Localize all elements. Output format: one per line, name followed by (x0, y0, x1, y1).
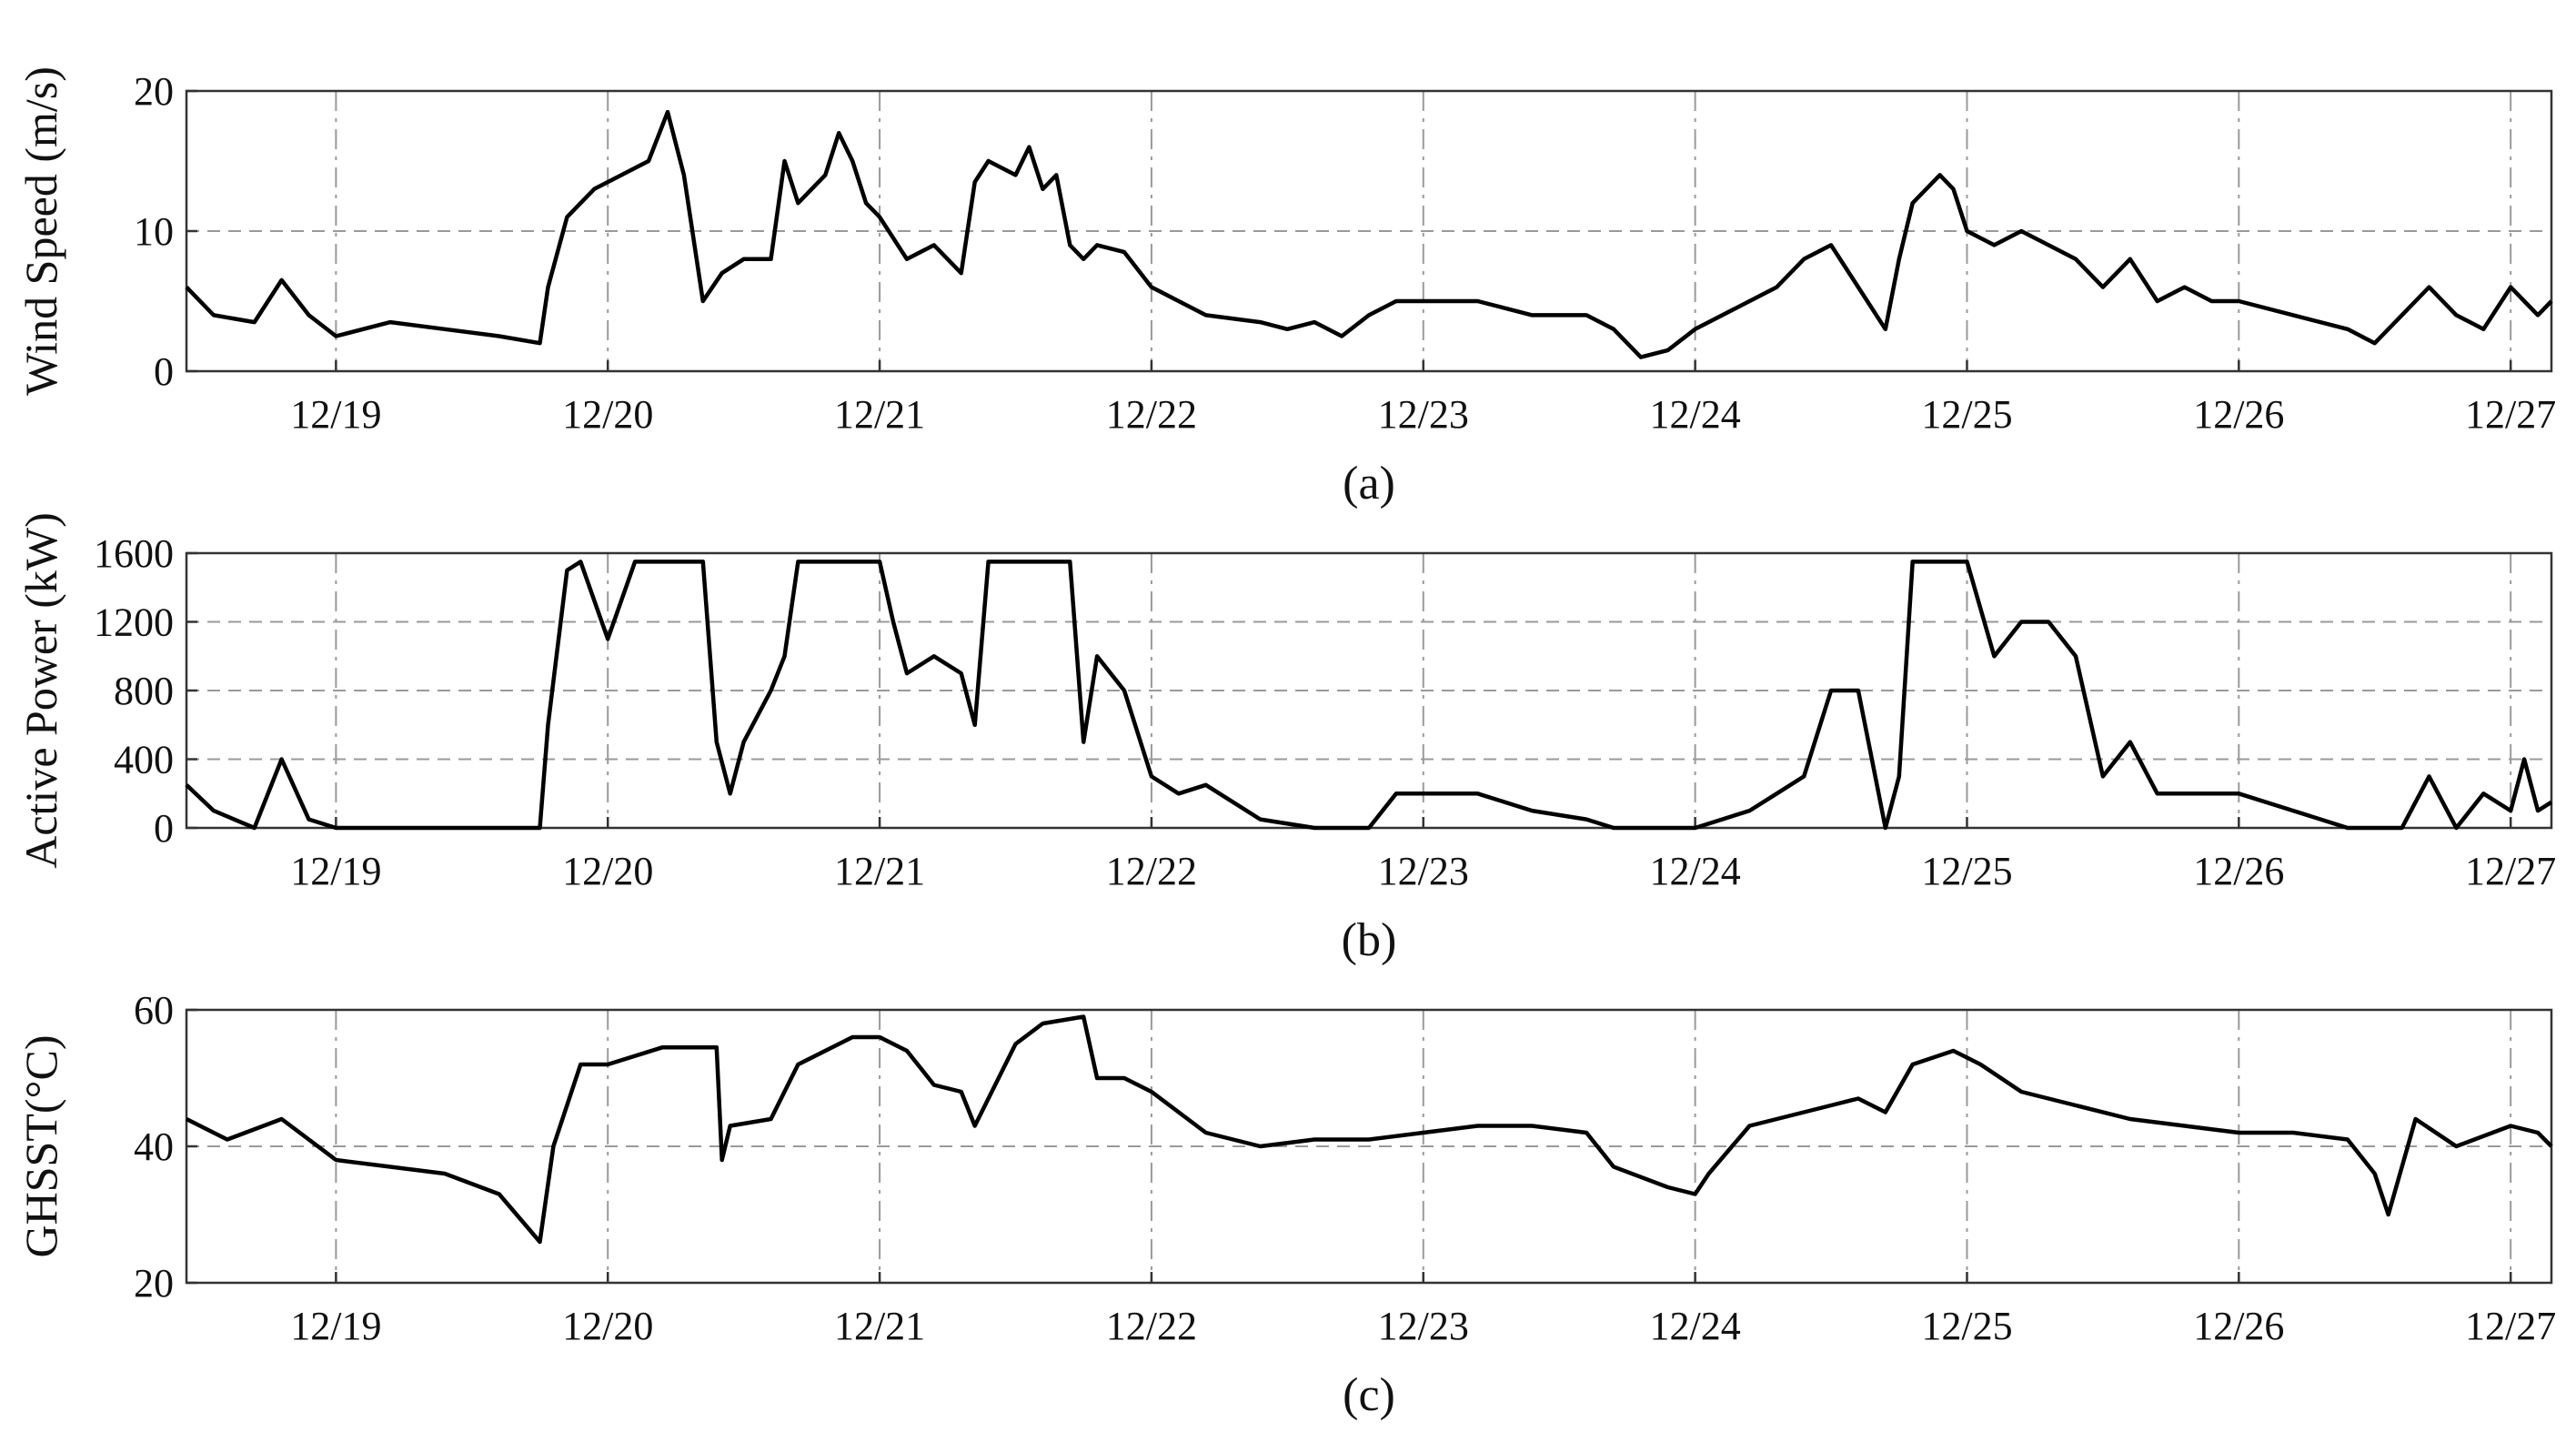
panel-b: 0 400 800 1200 1600 12/19 12/20 12/21 12/22 12/23… (15, 512, 2556, 966)
x-tick-label: 12/24 (1650, 849, 1741, 893)
series-line (185, 1014, 2553, 1245)
y-tick-label: 1200 (94, 600, 174, 645)
x-tick-label: 12/21 (834, 392, 925, 437)
x-tick-label: 12/20 (562, 392, 653, 437)
y-tick-label: 1600 (94, 531, 174, 576)
x-tick-label: 12/25 (1921, 392, 2012, 437)
x-tick-label: 12/22 (1106, 1304, 1197, 1348)
x-tick-label: 12/23 (1378, 392, 1469, 437)
panel-a: 0 10 20 12/19 12/20 12/21 12/22 12/23 12/24 12/25… (15, 66, 2556, 509)
y-tick-label: 0 (154, 349, 174, 394)
x-tick-label: 12/19 (290, 849, 381, 893)
y-tick-label: 20 (134, 69, 174, 114)
x-tick-label: 12/27 (2465, 392, 2556, 437)
y-axis-label: Wind Speed (m/s) (15, 66, 66, 396)
panel-caption: (b) (1342, 914, 1397, 966)
x-tick-label: 12/24 (1650, 1304, 1741, 1348)
x-tick-label: 12/20 (562, 1304, 653, 1348)
x-tick-label: 12/25 (1921, 1304, 2012, 1348)
panel-caption: (a) (1343, 458, 1395, 509)
x-tick-label: 12/19 (290, 1304, 381, 1348)
x-tick-label: 12/22 (1106, 392, 1197, 437)
series-line (185, 560, 2553, 831)
y-tick-label: 800 (114, 669, 174, 713)
x-tick-label: 12/22 (1106, 849, 1197, 893)
x-tick-label: 12/19 (290, 392, 381, 437)
x-tick-label: 12/27 (2465, 1304, 2556, 1348)
y-tick-label: 0 (154, 806, 174, 851)
series-line (185, 109, 2553, 359)
x-tick-label: 12/27 (2465, 849, 2556, 893)
panel-c: 20 40 60 12/19 12/20 12/21 12/22 12/23 12/24 12/2… (15, 988, 2556, 1421)
x-tick-label: 12/21 (834, 849, 925, 893)
x-tick-label: 12/24 (1650, 392, 1741, 437)
x-tick-label: 12/20 (562, 849, 653, 893)
x-tick-label: 12/23 (1378, 849, 1469, 893)
x-tick-label: 12/26 (2193, 1304, 2284, 1348)
y-tick-label: 40 (134, 1124, 174, 1169)
x-tick-label: 12/26 (2193, 392, 2284, 437)
y-axis-label: GHSST(°C) (15, 1034, 66, 1257)
x-tick-label: 12/26 (2193, 849, 2284, 893)
y-axis-label: Active Power (kW) (15, 512, 66, 869)
x-tick-label: 12/25 (1921, 849, 2012, 893)
panel-caption: (c) (1343, 1369, 1395, 1421)
y-tick-label: 60 (134, 988, 174, 1033)
x-tick-label: 12/23 (1378, 1304, 1469, 1348)
x-tick-label: 12/21 (834, 1304, 925, 1348)
y-tick-label: 20 (134, 1261, 174, 1306)
y-tick-label: 400 (114, 738, 174, 782)
y-tick-label: 10 (134, 209, 174, 254)
